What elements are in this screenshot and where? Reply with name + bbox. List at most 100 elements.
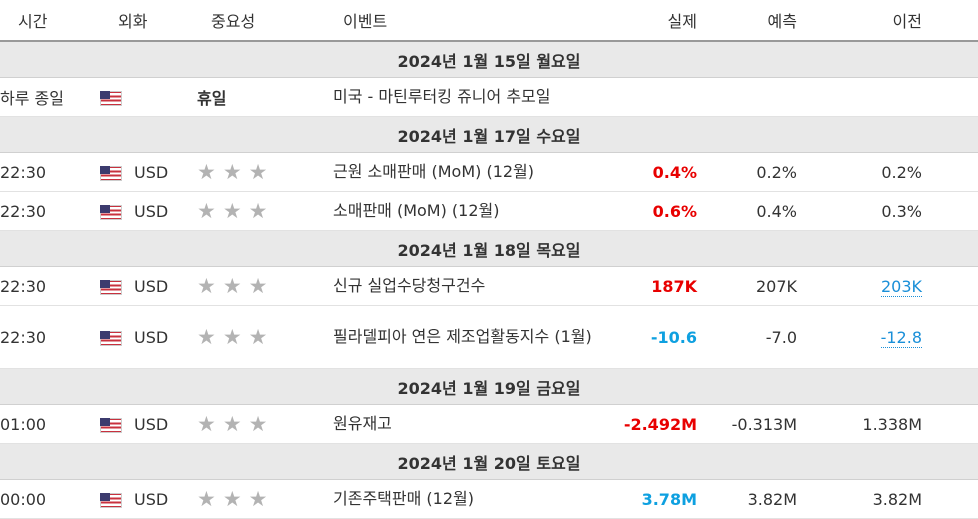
us-flag-icon bbox=[100, 165, 122, 181]
currency-cell: USD bbox=[100, 305, 197, 369]
header-event[interactable]: 이벤트 bbox=[333, 0, 613, 42]
event-row[interactable]: 22:30 USD ★ ★ ★ 필라델피아 연은 제조업활동지수 (1월) -10.… bbox=[0, 305, 978, 369]
day-label: 2024년 1월 17일 수요일 bbox=[0, 116, 978, 153]
star-icon: ★ bbox=[222, 273, 242, 298]
forecast-value: 0.4% bbox=[697, 191, 797, 231]
header-spacer bbox=[922, 0, 978, 42]
importance-stars: ★ ★ ★ bbox=[197, 404, 333, 444]
star-icon: ★ bbox=[222, 159, 242, 184]
previous-revised-link[interactable]: 203K bbox=[880, 276, 922, 297]
forecast-value: 3.82M bbox=[697, 479, 797, 519]
event-name[interactable]: 미국 - 마틴루터킹 쥬니어 추모일 bbox=[333, 77, 613, 117]
star-icon: ★ bbox=[222, 486, 242, 511]
event-time: 22:30 bbox=[0, 305, 100, 369]
event-time: 22:30 bbox=[0, 152, 100, 192]
event-row[interactable]: 22:30 USD ★ ★ ★ 소매판매 (MoM) (12월) 0.6% 0.4%… bbox=[0, 191, 978, 231]
forecast-value: 0.2% bbox=[697, 152, 797, 192]
currency-code: USD bbox=[134, 414, 169, 434]
event-name[interactable]: 기존주택판매 (12월) bbox=[333, 479, 613, 519]
star-icon: ★ bbox=[248, 159, 268, 184]
currency-cell: USD bbox=[100, 266, 197, 306]
day-label: 2024년 1월 20일 토요일 bbox=[0, 443, 978, 480]
us-flag-icon bbox=[100, 204, 122, 220]
previous-value: 1.338M bbox=[797, 404, 922, 444]
star-icon: ★ bbox=[248, 486, 268, 511]
currency-code: USD bbox=[134, 276, 169, 296]
actual-value: 3.78M bbox=[613, 479, 697, 519]
forecast-value: -0.313M bbox=[697, 404, 797, 444]
actual-value: 0.6% bbox=[613, 191, 697, 231]
day-label: 2024년 1월 19일 금요일 bbox=[0, 368, 978, 405]
previous-value: -12.8 bbox=[797, 305, 922, 369]
day-label: 2024년 1월 15일 월요일 bbox=[0, 40, 978, 78]
star-icon: ★ bbox=[248, 198, 268, 223]
currency-cell: USD bbox=[100, 404, 197, 444]
importance-stars: ★ ★ ★ bbox=[197, 266, 333, 306]
header-actual[interactable]: 실제 bbox=[613, 0, 697, 42]
day-header-row: 2024년 1월 18일 목요일 bbox=[0, 230, 978, 267]
currency-cell: USD bbox=[100, 152, 197, 192]
star-icon: ★ bbox=[197, 324, 216, 349]
currency-cell bbox=[100, 77, 197, 117]
us-flag-icon bbox=[100, 330, 122, 346]
header-currency[interactable]: 외화 bbox=[100, 0, 197, 42]
currency-cell: USD bbox=[100, 479, 197, 519]
event-name[interactable]: 소매판매 (MoM) (12월) bbox=[333, 191, 613, 231]
star-icon: ★ bbox=[197, 159, 216, 184]
star-icon: ★ bbox=[197, 486, 216, 511]
actual-value: 187K bbox=[613, 266, 697, 306]
star-icon: ★ bbox=[197, 273, 216, 298]
star-icon: ★ bbox=[248, 273, 268, 298]
previous-revised-link[interactable]: -12.8 bbox=[880, 327, 922, 348]
event-name[interactable]: 신규 실업수당청구건수 bbox=[333, 266, 613, 306]
event-time: 00:00 bbox=[0, 479, 100, 519]
event-name[interactable]: 원유재고 bbox=[333, 404, 613, 444]
actual-value: -2.492M bbox=[613, 404, 697, 444]
importance-stars: ★ ★ ★ bbox=[197, 152, 333, 192]
currency-code: USD bbox=[134, 162, 169, 182]
event-time: 22:30 bbox=[0, 266, 100, 306]
previous-value: 203K bbox=[797, 266, 922, 306]
event-name[interactable]: 필라델피아 연은 제조업활동지수 (1월) bbox=[333, 305, 613, 369]
currency-code: USD bbox=[134, 327, 169, 347]
star-icon: ★ bbox=[248, 411, 268, 436]
event-row[interactable]: 01:00 USD ★ ★ ★ 원유재고 -2.492M -0.313M 1.338… bbox=[0, 404, 978, 444]
holiday-row[interactable]: 하루 종일 휴일 미국 - 마틴루터킹 쥬니어 추모일 bbox=[0, 77, 978, 117]
day-header-row: 2024년 1월 15일 월요일 bbox=[0, 40, 978, 78]
us-flag-icon bbox=[100, 417, 122, 433]
star-icon: ★ bbox=[222, 411, 242, 436]
header-time[interactable]: 시간 bbox=[0, 0, 100, 42]
currency-code: USD bbox=[134, 201, 169, 221]
event-time: 하루 종일 bbox=[0, 77, 100, 117]
previous-value: 0.3% bbox=[797, 191, 922, 231]
day-label: 2024년 1월 18일 목요일 bbox=[0, 230, 978, 267]
star-icon: ★ bbox=[197, 198, 216, 223]
event-row[interactable]: 22:30 USD ★ ★ ★ 근원 소매판매 (MoM) (12월) 0.4% 0… bbox=[0, 152, 978, 192]
day-header-row: 2024년 1월 17일 수요일 bbox=[0, 116, 978, 153]
importance-stars: ★ ★ ★ bbox=[197, 479, 333, 519]
header-row: 시간 외화 중요성 이벤트 실제 예측 이전 bbox=[0, 0, 978, 42]
day-header-row: 2024년 1월 19일 금요일 bbox=[0, 368, 978, 405]
actual-value: 0.4% bbox=[613, 152, 697, 192]
header-forecast[interactable]: 예측 bbox=[697, 0, 797, 42]
star-icon: ★ bbox=[197, 411, 216, 436]
previous-value: 3.82M bbox=[797, 479, 922, 519]
us-flag-icon bbox=[100, 279, 122, 295]
currency-cell: USD bbox=[100, 191, 197, 231]
currency-code: USD bbox=[134, 489, 169, 509]
header-previous[interactable]: 이전 bbox=[797, 0, 922, 42]
event-name[interactable]: 근원 소매판매 (MoM) (12월) bbox=[333, 152, 613, 192]
us-flag-icon bbox=[100, 492, 122, 508]
day-header-row: 2024년 1월 20일 토요일 bbox=[0, 443, 978, 480]
header-importance[interactable]: 중요성 bbox=[197, 0, 333, 42]
holiday-label: 휴일 bbox=[197, 77, 333, 117]
forecast-value: 207K bbox=[697, 266, 797, 306]
actual-value: -10.6 bbox=[613, 305, 697, 369]
us-flag-icon bbox=[100, 90, 122, 106]
importance-stars: ★ ★ ★ bbox=[197, 191, 333, 231]
event-row[interactable]: 22:30 USD ★ ★ ★ 신규 실업수당청구건수 187K 207K 203K bbox=[0, 266, 978, 306]
event-row[interactable]: 00:00 USD ★ ★ ★ 기존주택판매 (12월) 3.78M 3.82M 3… bbox=[0, 479, 978, 519]
star-icon: ★ bbox=[222, 324, 242, 349]
star-icon: ★ bbox=[222, 198, 242, 223]
importance-stars: ★ ★ ★ bbox=[197, 305, 333, 369]
